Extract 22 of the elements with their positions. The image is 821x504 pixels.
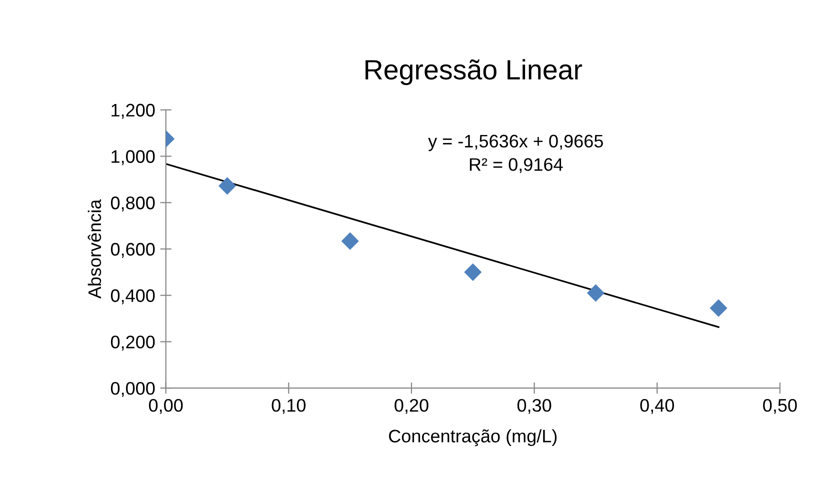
x-tick-label: 0,10 xyxy=(272,398,306,414)
x-tick-label: 0,30 xyxy=(517,398,552,414)
y-tick-label: 0,800 xyxy=(110,196,155,212)
y-tick-label: 0,200 xyxy=(110,336,155,351)
x-tick-label: 0,00 xyxy=(148,398,183,414)
x-axis-title: Concentração (mg/L) xyxy=(389,429,557,446)
y-tick-label: 1,200 xyxy=(112,104,155,119)
point xyxy=(341,232,359,250)
y-tick-label: 1,000 xyxy=(112,150,155,166)
y-axis-title: Absorvência xyxy=(88,199,102,299)
point xyxy=(710,299,728,317)
x-tick-label: 0,20 xyxy=(394,398,428,414)
annotation: y = -1,5636x + 0,9665 R² = 0,9164 xyxy=(428,134,603,174)
point xyxy=(464,263,482,281)
y-tick-label: 0,000 xyxy=(110,382,155,397)
chart-title: Regressão Linear xyxy=(366,59,582,86)
y-tick-label: 0,400 xyxy=(110,289,155,304)
point xyxy=(586,284,604,302)
y-tick-label: 0,600 xyxy=(110,242,155,258)
x-tick-label: 0,50 xyxy=(763,398,797,414)
x-tick-label: 0,40 xyxy=(640,398,674,414)
point xyxy=(218,177,236,195)
